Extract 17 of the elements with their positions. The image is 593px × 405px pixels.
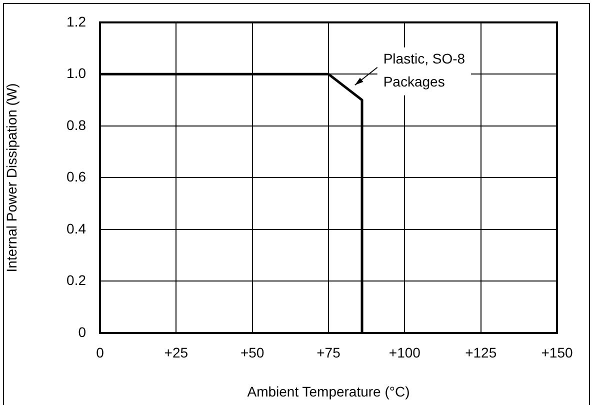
x-tick-label: +25 bbox=[164, 344, 188, 360]
annotation: Plastic, SO-8 Packages bbox=[383, 50, 466, 90]
y-tick-label: 1.0 bbox=[66, 65, 86, 82]
x-axis-title: Ambient Temperature (°C) bbox=[247, 383, 410, 400]
x-tick-label: 0 bbox=[96, 344, 104, 360]
x-tick-label: +50 bbox=[240, 344, 264, 360]
x-tick-label: +150 bbox=[541, 344, 573, 360]
x-tick-label: +125 bbox=[465, 344, 497, 360]
y-tick-label: 0.2 bbox=[66, 272, 86, 288]
y-tick-label: 0.8 bbox=[66, 116, 86, 133]
y-tick-label: 0.4 bbox=[66, 220, 86, 236]
y-axis-title: Internal Power Dissipation (W) bbox=[3, 83, 20, 272]
y-tick-label: 1.2 bbox=[66, 13, 86, 30]
x-tick-label: +75 bbox=[316, 344, 341, 360]
x-tick-label: +100 bbox=[388, 344, 421, 360]
y-tick-label: 0.6 bbox=[66, 168, 86, 185]
y-tick-label: 0 bbox=[78, 324, 86, 340]
